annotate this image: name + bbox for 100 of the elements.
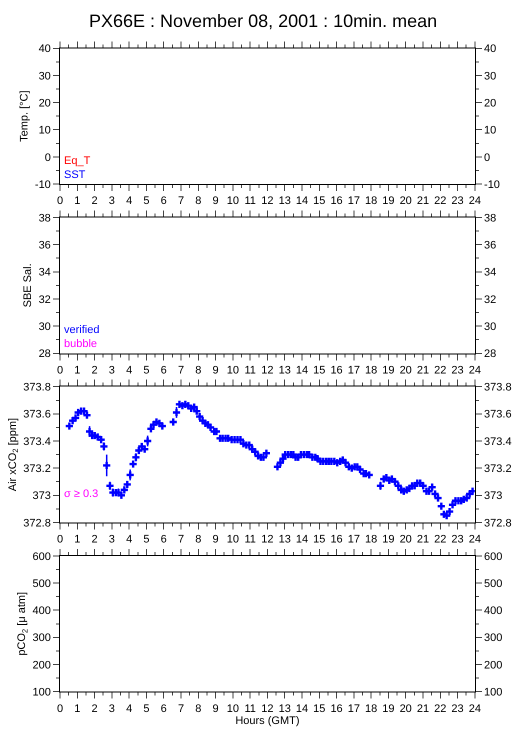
x-tick-label: 6 [160,195,167,208]
annotation: verified [64,324,100,336]
x-tick-label: 3 [108,534,115,546]
x-tick-label: 11 [244,534,256,546]
x-tick-label: 22 [434,534,446,546]
x-tick-label: 10 [226,534,239,546]
x-tick-label: 21 [416,702,430,715]
x-axis-title: Hours (GMT) [235,715,300,728]
x-tick-label: 0 [56,195,64,208]
y2-tick-label: 20 [484,97,496,110]
annotation: σ ≥ 0.3 [64,488,98,500]
x-tick-label: 16 [330,534,343,546]
x-tick-label: 24 [468,702,481,715]
x-tick-label: 4 [126,534,132,546]
x-tick-label: 9 [212,364,219,376]
x-tick-label: 22 [434,195,446,208]
x-tick-label: 13 [278,195,291,208]
y2-tick-label: 100 [484,686,502,699]
x-tick-label: 22 [434,702,446,715]
x-tick-label: 16 [330,195,343,208]
y2-tick-label: 0 [484,152,490,164]
y2-tick-label: 28 [484,348,496,360]
y-tick-label: 200 [32,659,51,672]
x-tick-label: 24 [468,534,481,546]
y-tick-label: 400 [32,605,51,618]
y2-tick-label: 500 [484,578,502,590]
x-tick-label: 17 [348,195,360,208]
y2-tick-label: 30 [484,320,496,333]
x-tick-label: 11 [244,364,256,376]
x-tick-label: 1 [74,364,80,376]
x-tick-label: 12 [261,702,274,715]
x-tick-label: 12 [261,534,274,546]
x-tick-label: 9 [212,195,219,208]
y2-tick-label: 200 [484,659,502,672]
x-tick-label: 0 [56,534,64,546]
x-tick-label: 15 [313,702,326,715]
y2-tick-label: -10 [484,178,500,191]
y2-tick-label: 373.2 [484,463,512,476]
y-tick-label: 600 [32,550,51,563]
x-tick-label: 20 [400,702,412,715]
x-tick-label: 8 [195,195,202,208]
x-tick-label: 23 [451,534,464,546]
y-tick-label: 34 [38,266,51,279]
x-tick-label: 21 [416,534,430,546]
x-tick-label: 18 [365,702,378,715]
y-tick-label: 373.4 [23,436,51,448]
x-tick-label: 12 [261,364,274,376]
y-tick-label: 372.8 [23,517,51,530]
x-tick-label: 10 [226,364,239,376]
x-tick-label: 3 [108,702,115,715]
x-tick-label: 8 [195,702,202,715]
y2-tick-label: 373.4 [484,436,512,448]
x-tick-label: 6 [160,364,167,376]
y2-tick-label: 34 [484,266,496,279]
x-tick-label: 11 [244,702,256,715]
x-tick-label: 7 [178,702,184,715]
x-tick-label: 5 [143,534,150,546]
annotation: Eq_T [64,155,91,167]
y2-tick-label: 373 [484,490,502,502]
x-tick-label: 2 [92,534,98,546]
x-tick-label: 4 [126,702,132,715]
x-tick-label: 13 [278,702,291,715]
x-tick-label: 20 [400,534,412,546]
x-tick-label: 19 [382,195,395,208]
x-tick-label: 0 [56,364,64,376]
y-axis-title: SBE Sal. [22,263,34,308]
x-tick-label: 14 [296,364,308,376]
x-tick-label: 5 [143,702,150,715]
y-tick-label: 36 [38,239,51,252]
y-tick-label: 38 [38,212,51,224]
y2-tick-label: 300 [484,632,502,644]
x-tick-label: 2 [92,702,98,715]
x-tick-label: 15 [313,534,326,546]
x-tick-label: 24 [468,195,481,208]
x-tick-label: 4 [126,195,132,208]
x-tick-label: 17 [348,364,360,376]
y2-tick-label: 32 [484,294,496,306]
y-tick-label: 40 [38,43,51,56]
x-tick-label: 3 [108,195,115,208]
x-tick-label: 20 [400,364,412,376]
x-tick-label: 7 [178,364,184,376]
x-tick-label: 3 [108,364,115,376]
x-tick-label: 10 [226,195,239,208]
y-tick-label: 300 [32,632,51,644]
y-tick-label: 373.2 [23,463,51,476]
x-tick-label: 16 [330,702,343,715]
x-tick-label: 23 [451,702,464,715]
x-tick-label: 17 [348,534,360,546]
x-tick-label: 14 [296,702,308,715]
x-tick-label: 1 [74,702,80,715]
x-tick-label: 1 [74,534,80,546]
x-tick-label: 19 [382,364,395,376]
y-tick-label: 373.8 [23,382,51,394]
y-tick-label: -10 [34,178,51,191]
x-tick-label: 19 [382,534,395,546]
y-tick-label: 373 [32,490,51,502]
x-tick-label: 2 [92,195,98,208]
x-tick-label: 1 [74,195,80,208]
x-tick-label: 2 [92,364,98,376]
annotation: bubble [64,338,98,350]
